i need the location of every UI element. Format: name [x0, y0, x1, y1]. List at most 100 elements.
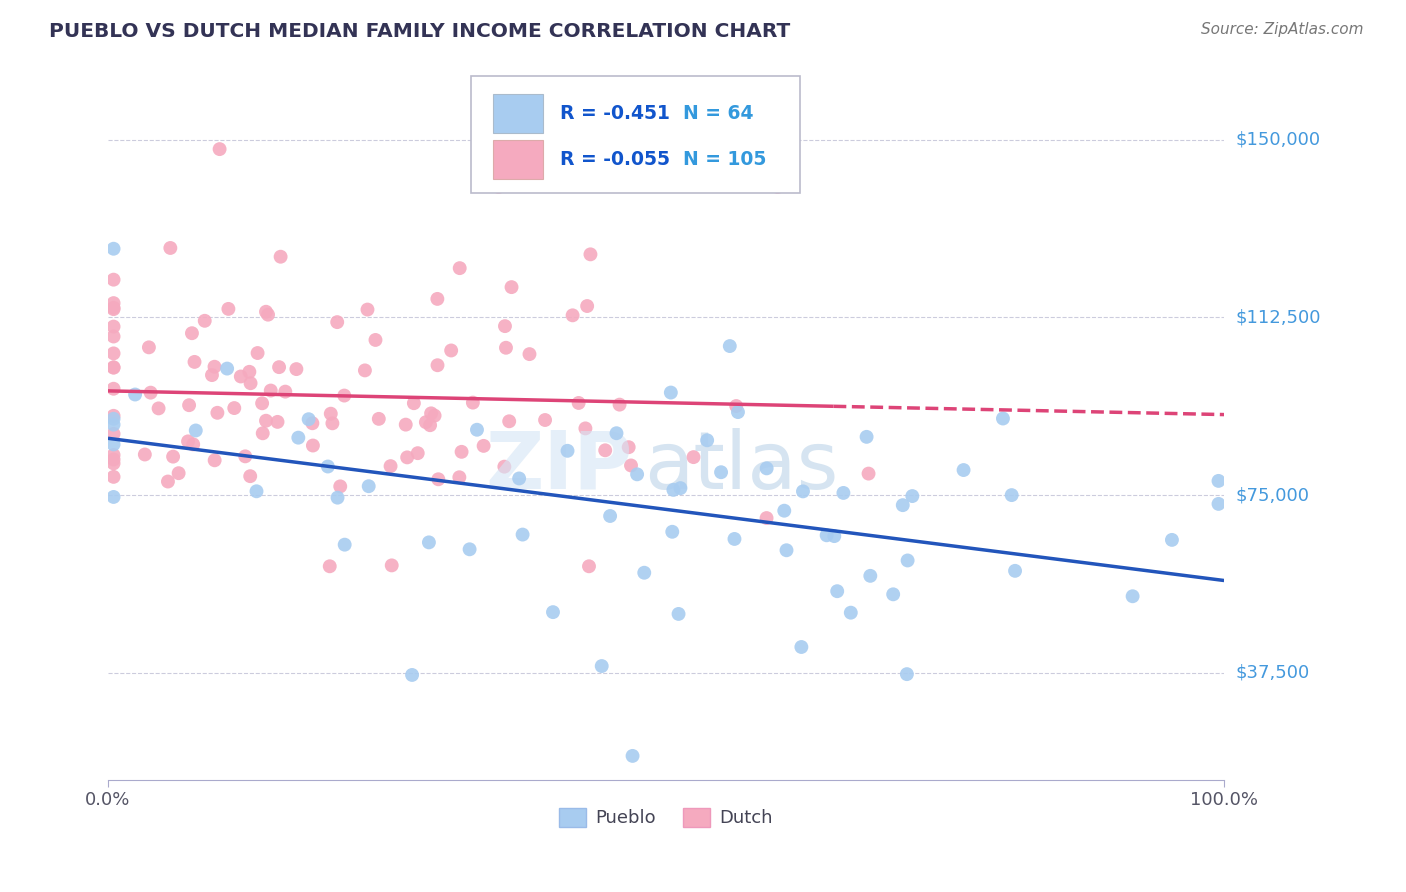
- Point: [301, 416, 323, 430]
- Point: [204, 453, 226, 467]
- Point: [593, 443, 616, 458]
- Point: [952, 463, 974, 477]
- Point: [605, 426, 627, 441]
- Point: [326, 315, 349, 329]
- Point: [766, 180, 789, 194]
- Point: [103, 319, 125, 334]
- Point: [991, 411, 1014, 425]
- Point: [321, 417, 343, 431]
- Point: [599, 508, 621, 523]
- Point: [427, 472, 450, 486]
- Point: [617, 440, 640, 454]
- Point: [420, 406, 443, 420]
- Point: [755, 461, 778, 475]
- Point: [194, 314, 217, 328]
- Point: [380, 459, 402, 474]
- Text: $75,000: $75,000: [1236, 486, 1309, 504]
- Point: [103, 346, 125, 360]
- Text: $37,500: $37,500: [1236, 664, 1309, 682]
- Point: [541, 605, 564, 619]
- Point: [426, 358, 449, 372]
- Point: [333, 538, 356, 552]
- Point: [450, 445, 472, 459]
- Point: [512, 527, 534, 541]
- Point: [1208, 474, 1230, 488]
- Point: [472, 439, 495, 453]
- Point: [449, 470, 471, 484]
- Point: [266, 415, 288, 429]
- Point: [103, 360, 125, 375]
- Point: [208, 142, 231, 156]
- Point: [159, 241, 181, 255]
- Point: [659, 385, 682, 400]
- Point: [103, 490, 125, 504]
- Point: [326, 491, 349, 505]
- Point: [668, 607, 690, 621]
- Point: [655, 156, 678, 170]
- Text: R = -0.451: R = -0.451: [560, 103, 669, 123]
- Point: [201, 368, 224, 383]
- Point: [534, 413, 557, 427]
- Point: [298, 412, 321, 426]
- Point: [239, 469, 262, 483]
- Point: [488, 180, 510, 194]
- Point: [233, 450, 256, 464]
- Point: [815, 528, 838, 542]
- Point: [381, 558, 404, 573]
- Text: N = 105: N = 105: [683, 150, 766, 169]
- Point: [148, 401, 170, 416]
- Point: [302, 438, 325, 452]
- Point: [245, 484, 267, 499]
- Point: [229, 369, 252, 384]
- Point: [139, 385, 162, 400]
- Legend: Pueblo, Dutch: Pueblo, Dutch: [553, 801, 780, 835]
- Point: [156, 475, 179, 489]
- Point: [661, 524, 683, 539]
- Bar: [494, 140, 543, 179]
- Point: [825, 584, 848, 599]
- Text: $150,000: $150,000: [1236, 130, 1320, 149]
- Point: [207, 406, 229, 420]
- Point: [252, 426, 274, 441]
- Point: [181, 437, 204, 451]
- Point: [1004, 564, 1026, 578]
- Point: [167, 466, 190, 480]
- Point: [519, 347, 541, 361]
- Text: ZIP: ZIP: [485, 428, 633, 506]
- Point: [138, 340, 160, 354]
- Point: [775, 543, 797, 558]
- Bar: [494, 94, 543, 133]
- FancyBboxPatch shape: [471, 76, 800, 193]
- Point: [103, 296, 125, 310]
- Point: [423, 409, 446, 423]
- Point: [727, 405, 749, 419]
- Text: Source: ZipAtlas.com: Source: ZipAtlas.com: [1201, 22, 1364, 37]
- Point: [620, 458, 643, 473]
- Point: [177, 398, 200, 412]
- Point: [832, 486, 855, 500]
- Point: [418, 535, 440, 549]
- Point: [461, 395, 484, 409]
- Point: [364, 333, 387, 347]
- Point: [319, 559, 342, 574]
- Point: [561, 309, 583, 323]
- Point: [257, 308, 280, 322]
- Point: [896, 667, 918, 681]
- Point: [1001, 488, 1024, 502]
- Point: [319, 407, 342, 421]
- Point: [177, 434, 200, 449]
- Point: [682, 450, 704, 464]
- Point: [662, 483, 685, 497]
- Point: [103, 411, 125, 425]
- Point: [449, 261, 471, 276]
- Point: [329, 479, 352, 493]
- Point: [103, 437, 125, 451]
- Point: [579, 247, 602, 261]
- Point: [267, 360, 290, 375]
- Point: [103, 329, 125, 343]
- Point: [103, 452, 125, 467]
- Point: [669, 481, 692, 495]
- Point: [710, 465, 733, 479]
- Point: [609, 398, 631, 412]
- Point: [103, 448, 125, 462]
